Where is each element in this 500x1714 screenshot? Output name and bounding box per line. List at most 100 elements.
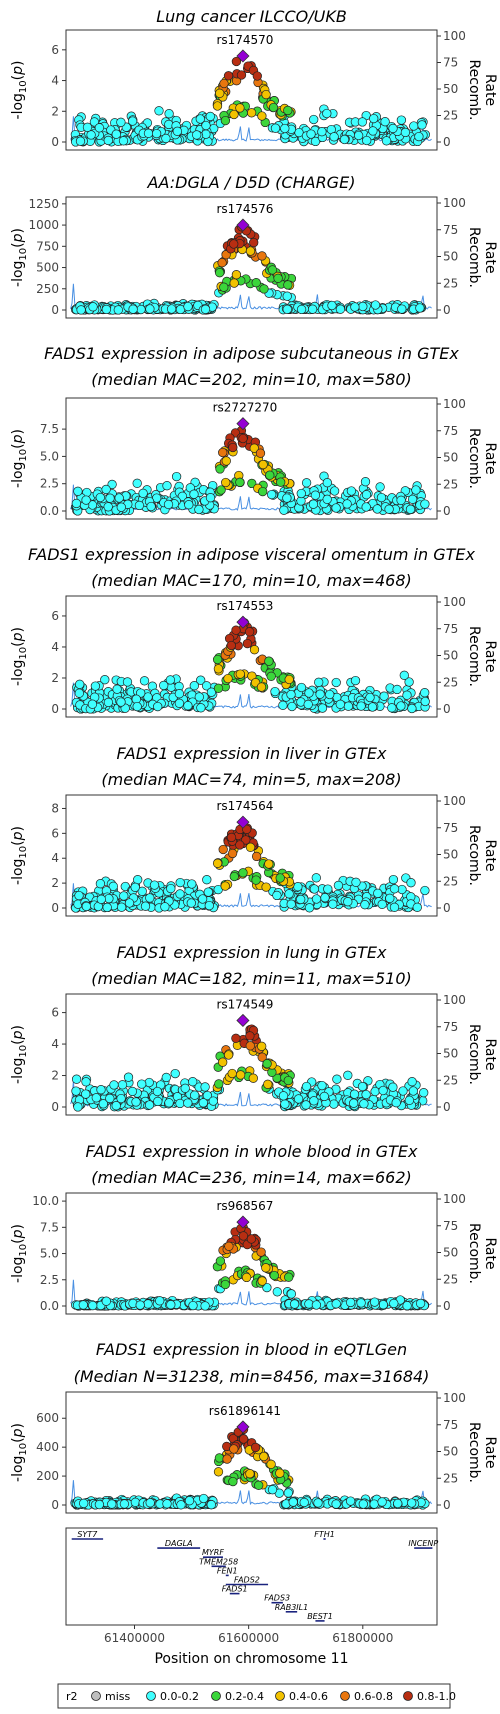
x-tick-label: 61800000 [332,1631,393,1645]
snp-point [218,844,228,855]
snp-point [238,1231,249,1241]
snp-point [405,504,416,514]
snp-point [73,486,83,496]
snp-point [94,123,105,133]
snp-point [380,117,390,127]
snp-point [131,1097,141,1107]
snp-point [206,1500,216,1510]
snp-point [137,1079,147,1089]
snp-point [419,1088,429,1098]
snp-point [98,1099,108,1109]
snp-point [367,702,378,712]
y-axis-label: -log10(p) [10,1224,29,1283]
y-axis-label: -log10(p) [10,61,29,120]
snp-point [357,117,368,127]
snp-point [145,1498,155,1508]
snp-point [306,129,316,139]
snp-point [373,888,383,898]
snp-point [420,696,430,707]
snp-point [351,877,361,887]
snp-point [327,300,337,311]
snp-point [189,489,199,499]
snp-point [307,304,318,314]
right-axis-label: Rate [482,442,498,474]
snp-point [154,106,164,116]
panel-title: (Median N=31238, min=8456, max=31684) [74,1367,430,1386]
snp-point [289,1299,300,1309]
snp-point [130,882,140,892]
snp-point [187,879,197,889]
right-tick-label: 25 [443,109,458,123]
snp-point [204,900,214,911]
snp-point [71,1086,81,1096]
snp-point [213,683,224,693]
panel-title: (median MAC=202, min=10, max=580) [91,370,412,389]
snp-point [231,1033,241,1043]
snp-point [229,1444,239,1454]
snp-point [214,1453,225,1463]
lead-snp-label: rs968567 [216,1199,273,1213]
snp-point [113,305,123,315]
snp-point [319,1091,329,1102]
snp-point [356,701,366,711]
snp-point [222,1454,232,1464]
right-tick-label: 0 [443,135,451,149]
snp-point [346,486,357,496]
snp-point [310,136,321,147]
snp-point [161,133,171,144]
snp-point [420,885,430,896]
snp-point [123,1072,134,1082]
snp-point [288,1497,298,1507]
snp-point [245,1031,255,1041]
snp-point [255,448,266,458]
snp-point [229,871,239,882]
snp-point [301,478,312,488]
gene-label: BEST1 [307,1612,333,1621]
snp-point [74,688,84,698]
snp-point [359,1099,369,1109]
snp-point [74,890,84,901]
snp-point [226,832,237,843]
snp-point [406,878,416,888]
panel-title: FADS1 expression in blood in eQTLGen [96,1340,407,1359]
snp-point [119,891,129,901]
snp-point [259,1451,269,1462]
snp-point [189,681,199,691]
snp-point [399,670,409,680]
gene-label: TMEM258 [199,1557,238,1566]
right-axis-label: Rate [482,1436,498,1468]
panel-title: FADS1 expression in adipose subcutaneous… [44,344,459,363]
right-tick-label: 100 [443,993,466,1007]
snp-point [261,89,271,100]
snp-point [87,699,98,709]
snp-point [329,1099,339,1109]
snp-point [212,101,223,111]
snp-point [317,127,327,137]
lead-snp-diamond [236,1013,250,1028]
right-tick-label: 100 [443,794,466,808]
snp-point [81,495,91,505]
lead-snp-diamond [236,1420,250,1434]
snp-point [202,875,212,885]
snp-point [203,887,213,897]
gene-label: MYRF [202,1548,224,1557]
snp-point [108,881,118,891]
right-tick-label: 25 [443,675,458,689]
snp-point [166,1300,176,1310]
snp-point [212,654,223,665]
snp-point [174,698,185,708]
panel-4: FADS1 expression in adipose visceral ome… [10,545,498,718]
snp-point [389,1298,399,1309]
snp-point [117,1080,128,1090]
snp-point [219,78,229,89]
snp-point [301,1100,311,1110]
y-tick-label: 2 [51,876,59,890]
snp-point [420,688,430,698]
snp-point [231,625,241,635]
snp-point [325,689,335,700]
snp-point [258,486,268,497]
snp-point [102,902,112,913]
right-tick-label: 100 [443,196,466,210]
snp-point [183,1098,193,1108]
right-axis-label: Recomb. [466,1223,482,1284]
